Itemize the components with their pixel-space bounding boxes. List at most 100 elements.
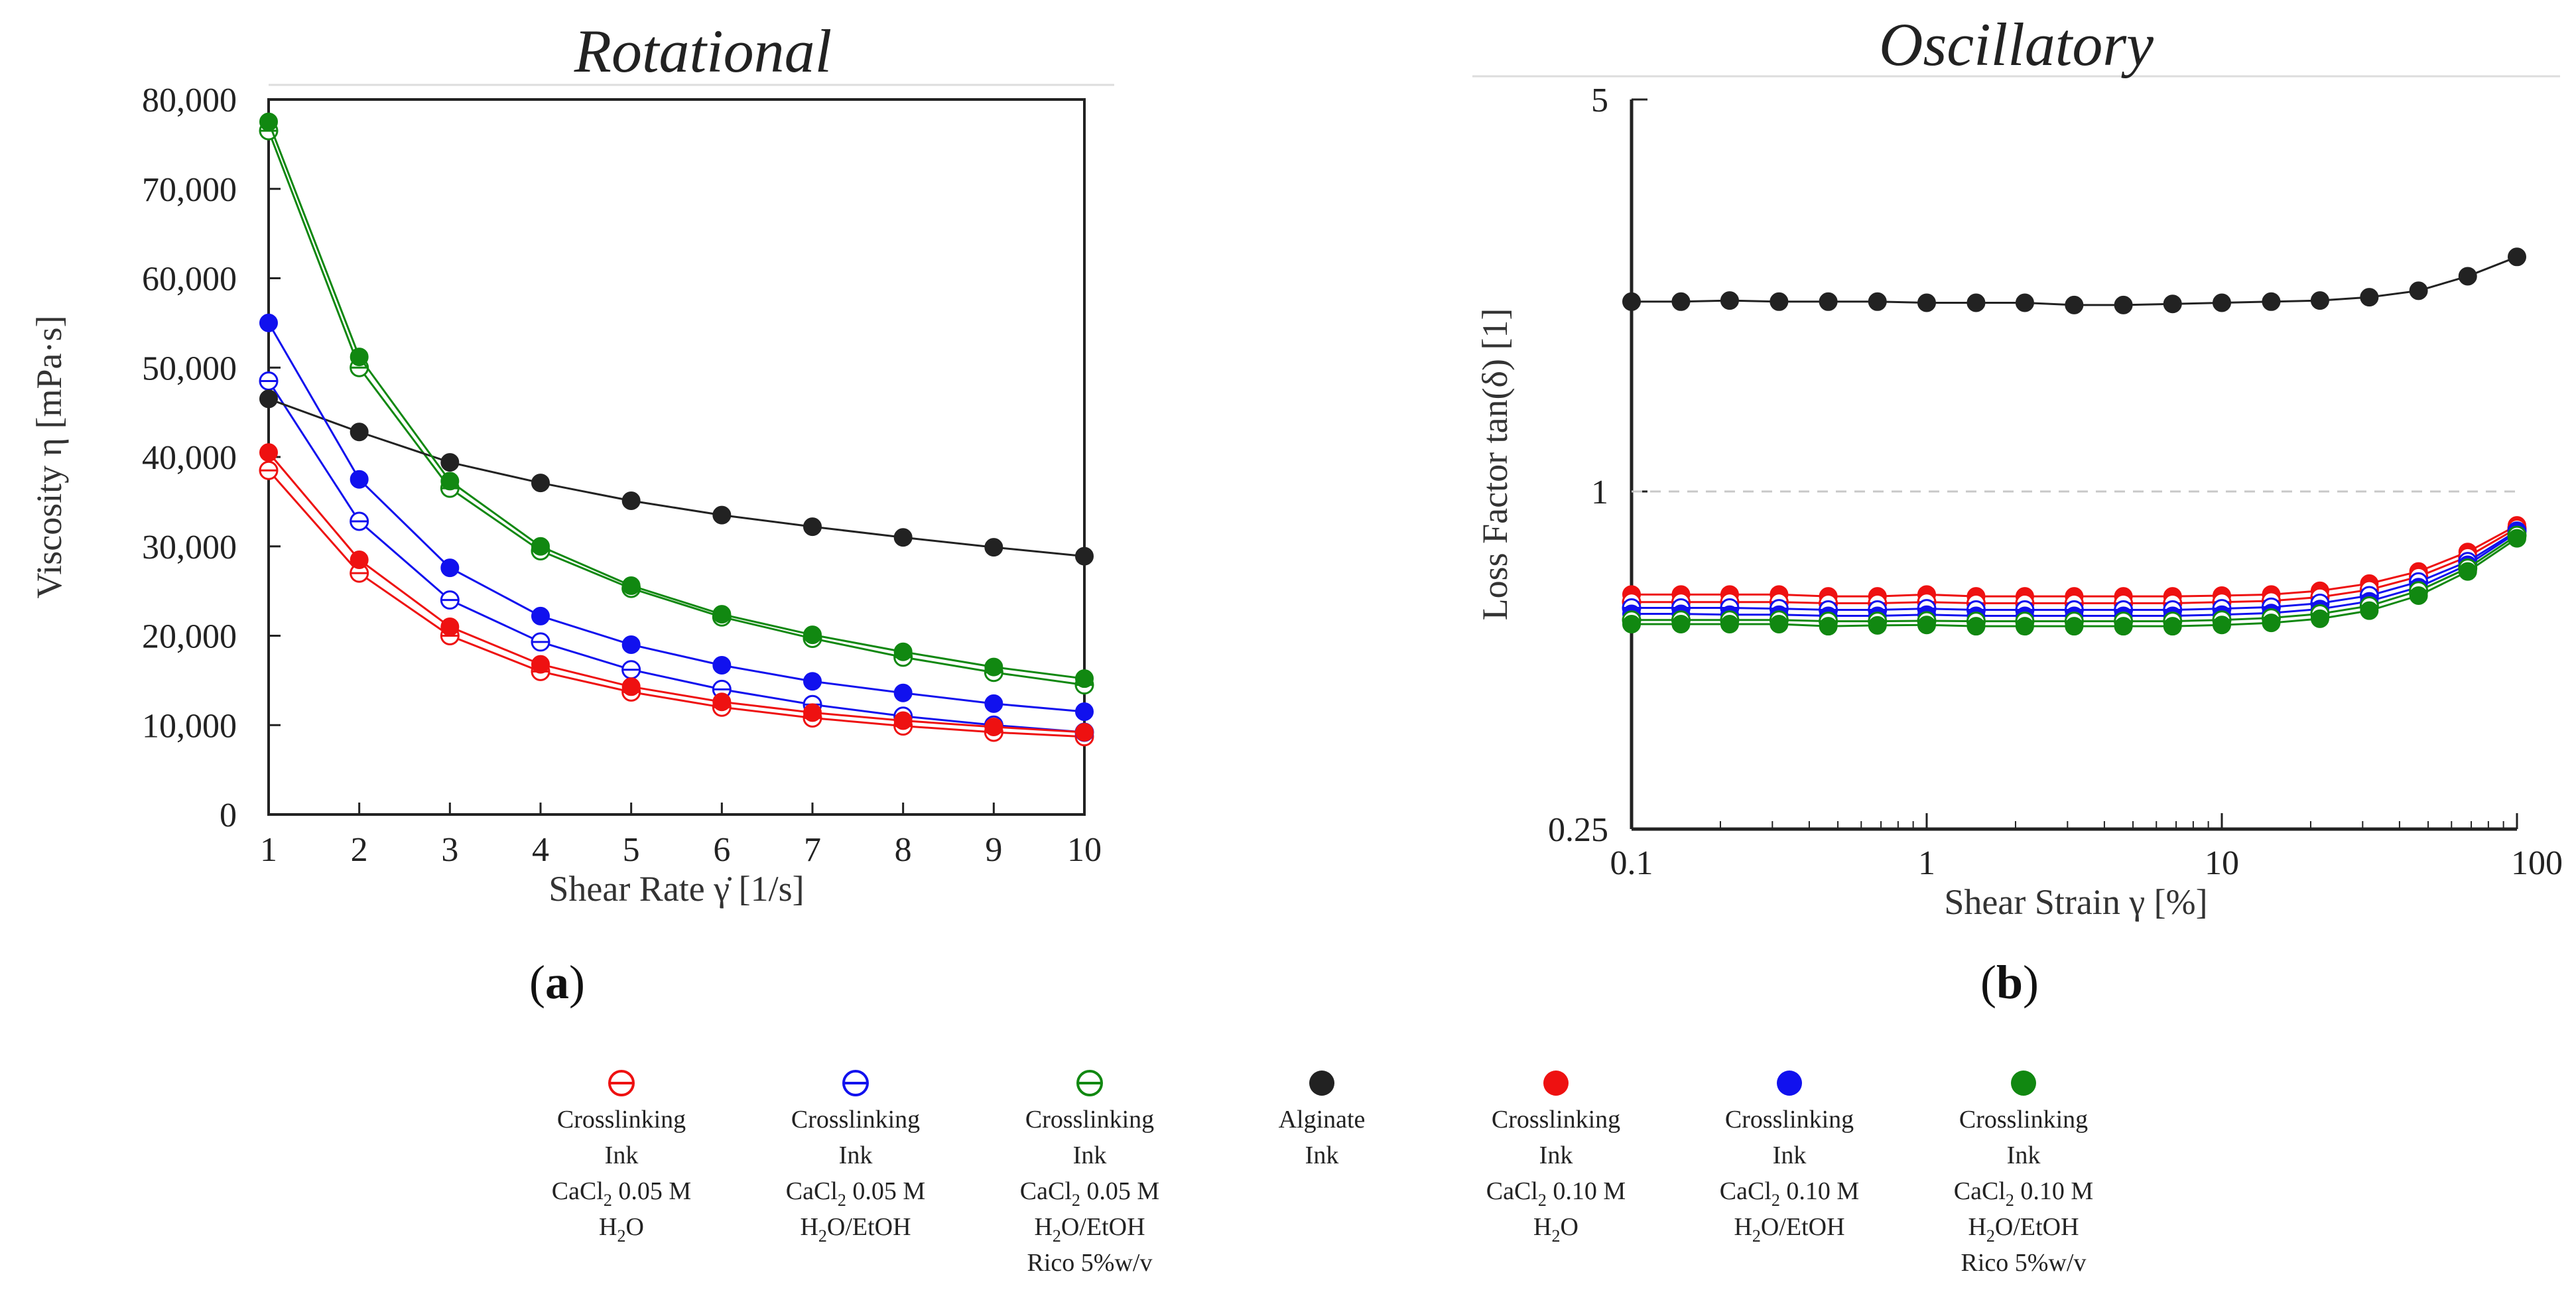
data-point-cl010_rico — [1622, 614, 1641, 633]
data-point-cl010_rico — [1868, 616, 1887, 635]
x-tick-label: 2 — [351, 831, 368, 869]
data-point-alginate — [893, 528, 913, 547]
x-tick-label: 10 — [2205, 844, 2239, 882]
data-point-alginate — [2360, 288, 2379, 307]
data-point-cl010_h2o — [1075, 723, 1094, 742]
legend-salt: CaCl — [552, 1177, 604, 1205]
data-point-alginate — [1819, 292, 1838, 311]
legend-line-salt: CaCl2 0.10 M — [1486, 1177, 1626, 1210]
legend-line-solvent: H2O/EtOH — [1034, 1213, 1145, 1246]
data-point-cl010_rico — [1917, 616, 1936, 635]
legend-solvent: O/EtOH — [1995, 1213, 2079, 1241]
data-point-alginate — [621, 491, 641, 511]
x-tick-label: 0.1 — [1610, 844, 1653, 882]
legend-subscript: 2 — [1752, 1226, 1761, 1246]
legend-line: Ink — [1073, 1141, 1107, 1169]
data-point-cl010_etoh — [984, 694, 1003, 713]
data-point-cl010_rico — [1770, 614, 1789, 633]
data-point-cl010_etoh — [531, 606, 550, 625]
legend-h: H — [1533, 1213, 1551, 1241]
legend-line: Crosslinking — [1025, 1106, 1154, 1134]
data-point-cl010_h2o — [259, 443, 278, 462]
data-point-cl010_rico — [893, 642, 913, 661]
data-point-cl010_rico — [1819, 617, 1838, 636]
legend-h: H — [1034, 1213, 1052, 1241]
data-point-alginate — [2262, 292, 2281, 311]
legend-h: H — [1968, 1213, 1986, 1241]
legend-concentration: 0.05 M — [612, 1177, 691, 1205]
data-point-cl010_etoh — [1075, 702, 1094, 722]
legend-line-salt: CaCl2 0.05 M — [786, 1177, 925, 1210]
legend-line-salt: CaCl2 0.05 M — [552, 1177, 691, 1210]
data-point-alginate — [1966, 293, 1986, 312]
data-point-cl010_h2o — [531, 655, 550, 674]
legend-salt: CaCl — [1954, 1177, 2006, 1205]
data-point-cl010_rico — [2163, 617, 2182, 636]
data-point-alginate — [1720, 291, 1739, 310]
legend-line-additive: Rico 5%w/v — [1027, 1249, 1153, 1277]
legend-h: H — [1734, 1213, 1752, 1241]
series-line-cl005_rico — [267, 130, 1085, 686]
data-point-alginate — [259, 389, 278, 409]
legend-line: Crosslinking — [791, 1106, 920, 1134]
data-point-cl010_rico — [712, 605, 732, 624]
legend-solvent: O/EtOH — [827, 1213, 911, 1241]
panel-label-a: (a) — [529, 956, 585, 1009]
y-axis-title: Viscosity η [mPa·s] — [29, 316, 69, 599]
data-point-alginate — [2310, 291, 2329, 310]
x-tick-label: 4 — [532, 831, 549, 869]
legend-h: H — [599, 1213, 617, 1241]
data-point-cl010_rico — [2015, 617, 2034, 636]
legend-line-salt: CaCl2 0.10 M — [1954, 1177, 2093, 1210]
y-tick-label: 70,000 — [142, 171, 237, 209]
plot-frame — [267, 98, 1086, 816]
legend-subscript: 2 — [2006, 1191, 2014, 1210]
chart-title: Oscillatory — [1879, 11, 2154, 78]
legend-line-solvent: H2O — [1533, 1213, 1578, 1246]
data-point-cl010_rico — [803, 625, 822, 645]
data-point-alginate — [984, 538, 1003, 557]
legend-line: Crosslinking — [1959, 1106, 2088, 1134]
legend-marker-filled — [2011, 1071, 2036, 1096]
legend-subscript: 2 — [818, 1226, 827, 1246]
data-point-alginate — [1868, 292, 1887, 311]
data-point-alginate — [350, 422, 369, 442]
legend-concentration: 0.05 M — [846, 1177, 925, 1205]
y-tick-label: 10,000 — [142, 707, 237, 745]
data-point-cl010_rico — [2262, 614, 2281, 633]
legend-line-salt: CaCl2 0.10 M — [1720, 1177, 1859, 1210]
series-line-cl010_rico — [267, 121, 1085, 680]
data-point-cl010_rico — [2114, 617, 2133, 636]
data-point-cl010_rico — [259, 112, 278, 131]
y-tick-label: 1 — [1591, 474, 1608, 511]
data-point-cl010_h2o — [984, 717, 1003, 736]
legend-line: Alginate — [1279, 1106, 1366, 1134]
data-point-alginate — [2213, 293, 2231, 312]
data-point-alginate — [2409, 281, 2428, 300]
y-tick-label: 20,000 — [142, 618, 237, 656]
y-tick-label: 30,000 — [142, 529, 237, 566]
x-tick-label: 10 — [1067, 831, 1102, 869]
series-line-cl010_h2o — [267, 452, 1085, 734]
data-point-cl010_rico — [2508, 529, 2526, 548]
x-tick-label: 5 — [623, 831, 640, 869]
legend-concentration: 0.10 M — [2014, 1177, 2093, 1205]
data-point-alginate — [2458, 267, 2477, 286]
legend-line-additive: Rico 5%w/v — [1961, 1249, 2087, 1277]
legend-line: Ink — [1305, 1141, 1339, 1169]
legend-concentration: 0.05 M — [1080, 1177, 1159, 1205]
legend-line: Ink — [1773, 1141, 1807, 1169]
legend-item-alginate: Alginate Ink — [1279, 1071, 1366, 1169]
legend-line-solvent: H2O — [599, 1213, 644, 1246]
data-point-cl010_etoh — [712, 655, 732, 675]
data-point-cl010_rico — [440, 472, 460, 491]
data-point-cl010_h2o — [440, 618, 460, 637]
data-point-cl010_h2o — [350, 550, 369, 569]
legend-solvent: O/EtOH — [1761, 1213, 1845, 1241]
